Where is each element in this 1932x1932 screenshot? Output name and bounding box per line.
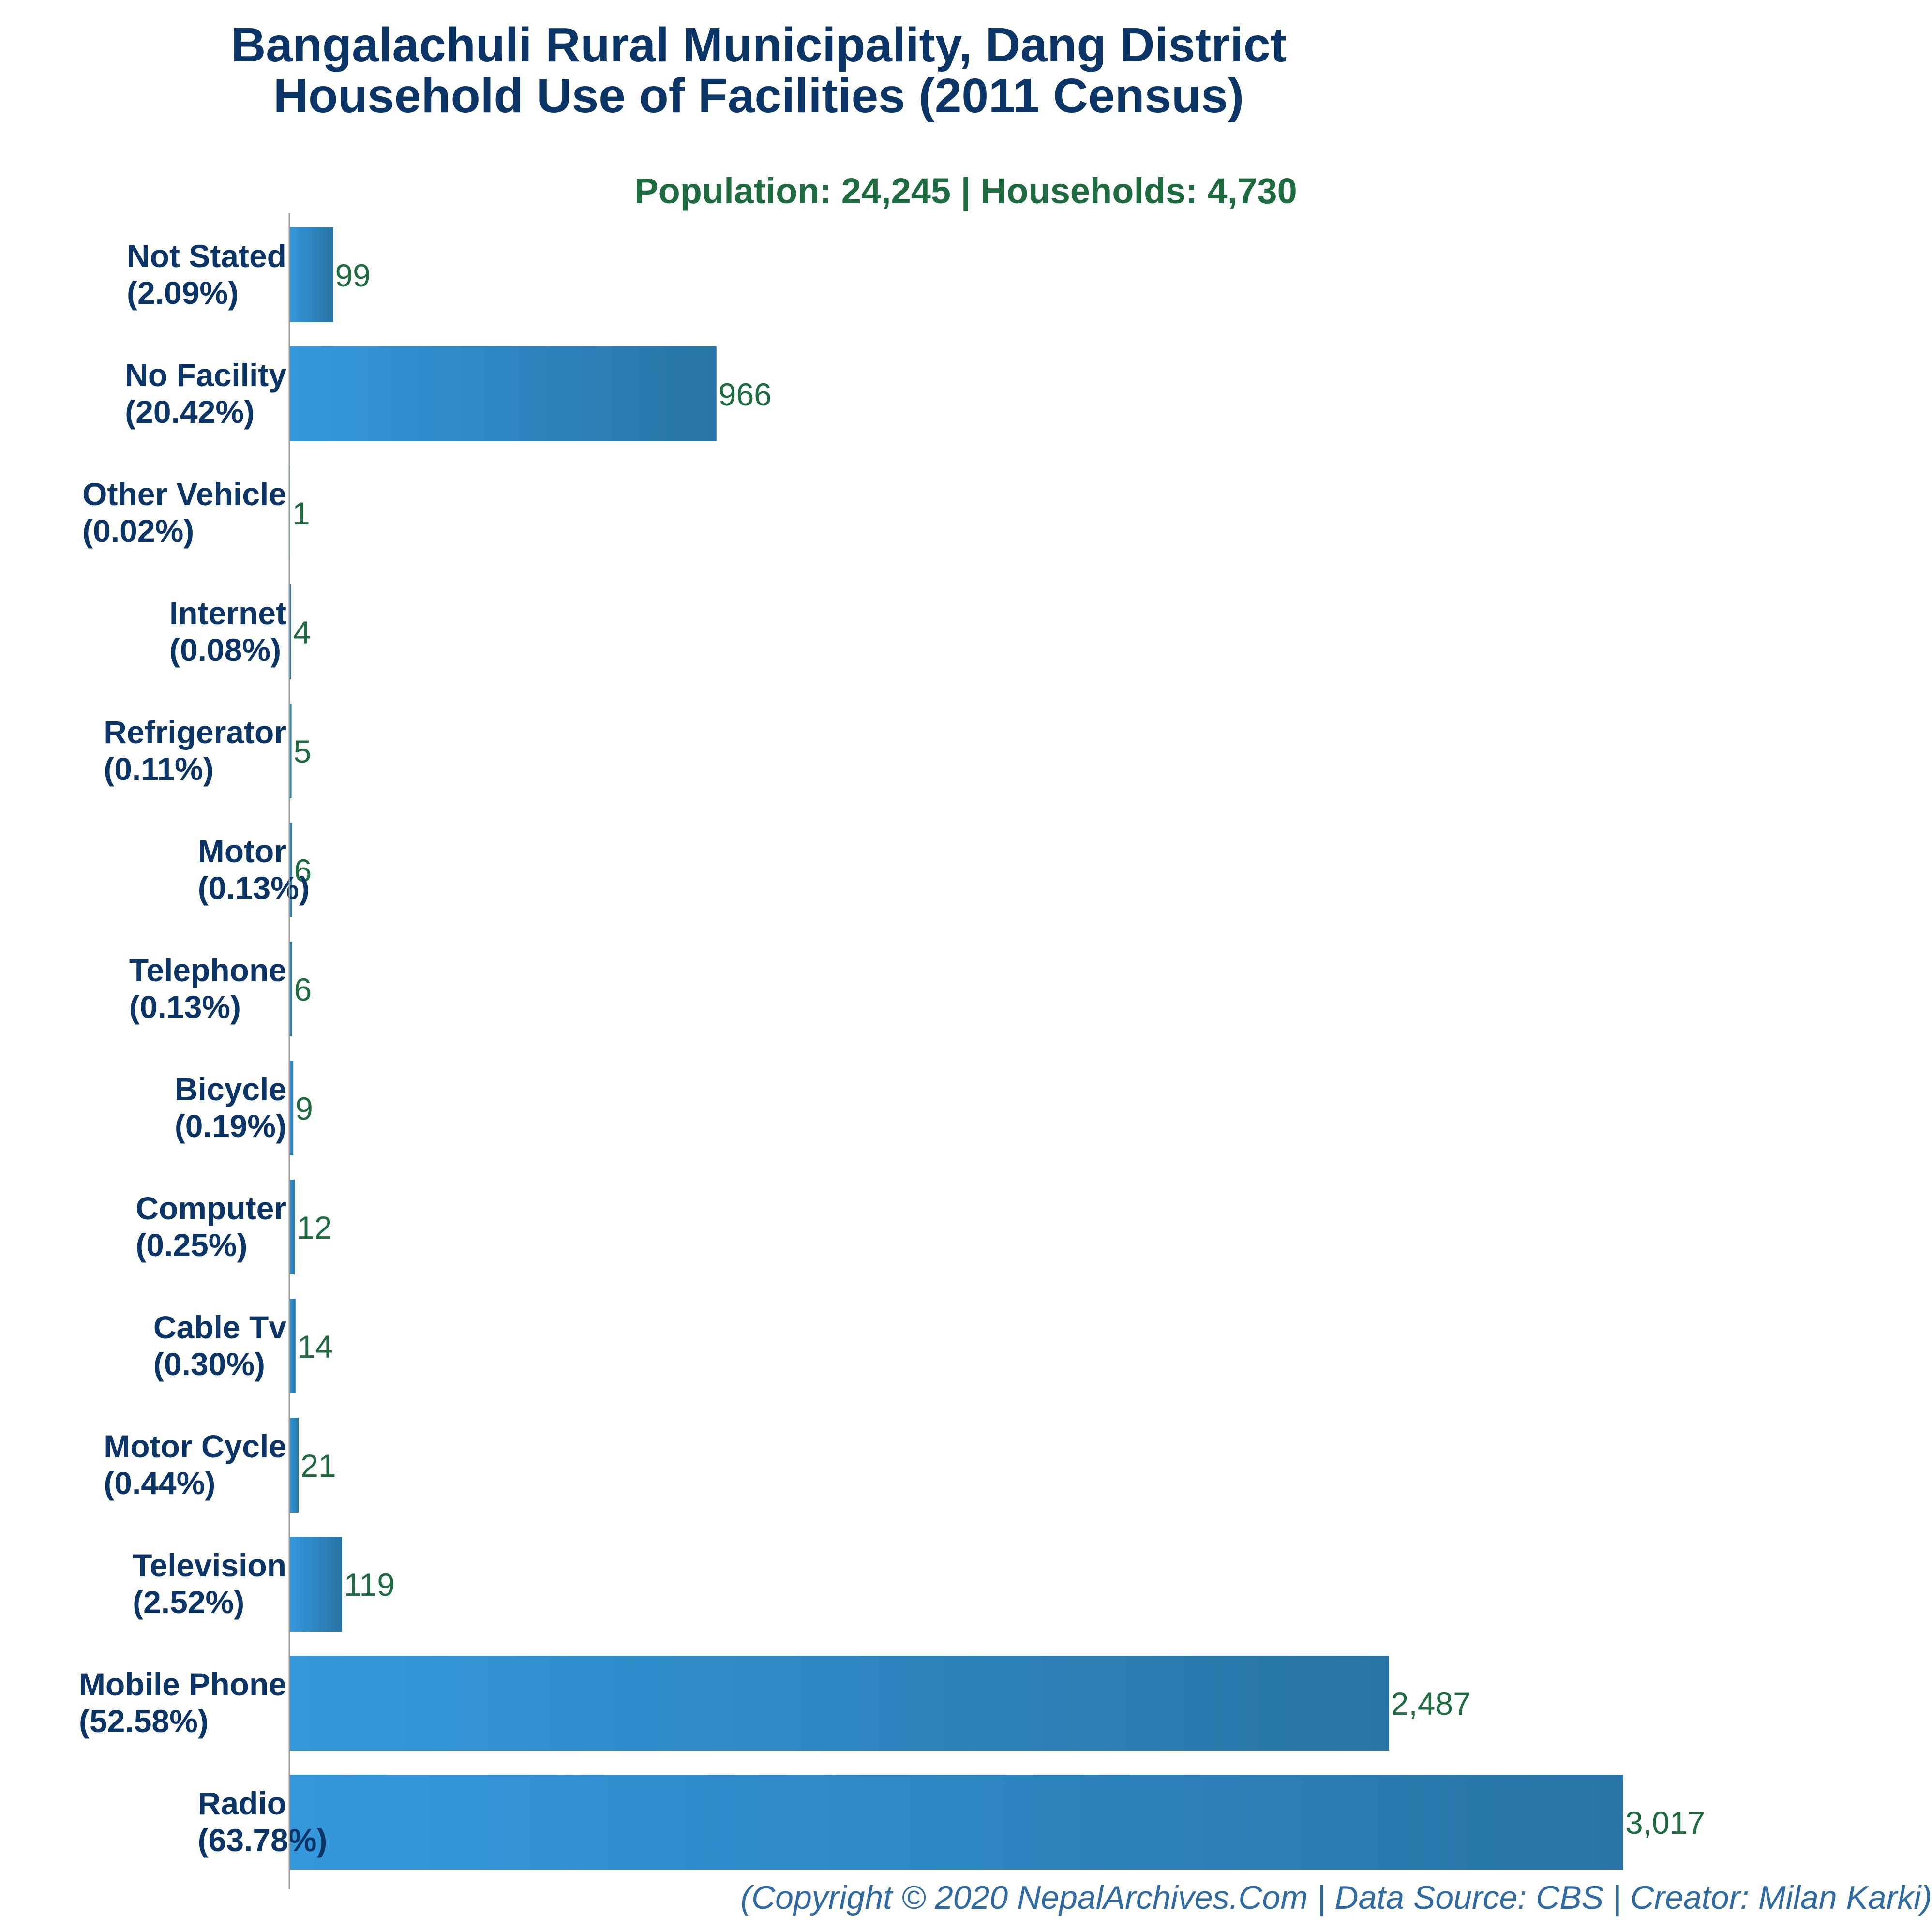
category-label: No Facility <box>125 357 286 393</box>
value-label: 2,487 <box>1391 1686 1471 1722</box>
value-label: 6 <box>294 853 312 888</box>
value-label: 9 <box>295 1091 313 1126</box>
category-label: Television <box>133 1547 286 1583</box>
category-percent-label: (2.52%) <box>133 1584 244 1620</box>
bar-cable-tv <box>289 1299 296 1393</box>
category-percent-label: (2.09%) <box>127 275 239 311</box>
category-percent-label: (0.30%) <box>153 1346 265 1382</box>
bar-not-stated <box>289 227 333 322</box>
value-label: 14 <box>298 1329 333 1364</box>
value-label: 3,017 <box>1625 1805 1705 1841</box>
category-percent-label: (0.13%) <box>198 870 310 906</box>
category-label: Bicycle <box>175 1071 286 1107</box>
category-label: Cable Tv <box>153 1309 286 1345</box>
category-label: Computer <box>135 1190 286 1226</box>
category-label: Motor Cycle <box>104 1428 286 1464</box>
value-label: 12 <box>297 1210 332 1245</box>
value-label: 21 <box>300 1448 336 1483</box>
bar-motor-cycle <box>289 1418 299 1513</box>
category-label: Other Vehicle <box>82 476 286 512</box>
bar-television <box>289 1537 342 1632</box>
category-percent-label: (0.02%) <box>82 513 194 549</box>
bar-refrigerator <box>289 704 292 798</box>
category-percent-label: (0.13%) <box>129 989 241 1025</box>
category-label: Internet <box>169 595 286 631</box>
chart-subtitle: Population: 24,245 | Households: 4,730 <box>634 171 1297 211</box>
category-percent-label: (0.08%) <box>169 632 281 668</box>
category-percent-label: (52.58%) <box>79 1703 209 1739</box>
category-percent-label: (0.44%) <box>104 1465 215 1501</box>
value-label: 966 <box>719 376 772 412</box>
value-label: 4 <box>293 614 311 650</box>
category-percent-label: (0.11%) <box>104 751 213 787</box>
bar-motor <box>289 823 292 917</box>
category-percent-label: (63.78%) <box>198 1822 328 1858</box>
category-label: Telephone <box>129 952 286 988</box>
bar-mobile-phone <box>289 1656 1389 1751</box>
bar-computer <box>289 1180 295 1274</box>
value-label: 5 <box>294 734 312 769</box>
value-label: 99 <box>335 257 370 293</box>
value-label: 6 <box>294 972 312 1007</box>
chart-title-line1: Bangalachuli Rural Municipality, Dang Di… <box>231 18 1287 72</box>
value-label: 1 <box>292 495 310 531</box>
category-percent-label: (20.42%) <box>125 394 255 430</box>
category-label: Mobile Phone <box>79 1666 286 1702</box>
category-label: Not Stated <box>127 238 286 274</box>
bar-internet <box>289 584 291 679</box>
chart-title-line2: Household Use of Facilities (2011 Census… <box>273 69 1244 123</box>
category-label: Refrigerator <box>104 714 286 750</box>
bar-no-facility <box>289 346 717 441</box>
value-label: 119 <box>344 1567 395 1603</box>
category-percent-label: (0.25%) <box>135 1227 247 1263</box>
category-label: Radio <box>198 1785 286 1821</box>
bar-bicycle <box>289 1061 294 1155</box>
category-percent-label: (0.19%) <box>175 1108 286 1144</box>
footer-credit: (Copyright © 2020 NepalArchives.Com | Da… <box>740 1879 1932 1916</box>
category-label: Motor <box>198 833 286 869</box>
bar-radio <box>289 1775 1623 1870</box>
bar-telephone <box>289 942 292 1036</box>
